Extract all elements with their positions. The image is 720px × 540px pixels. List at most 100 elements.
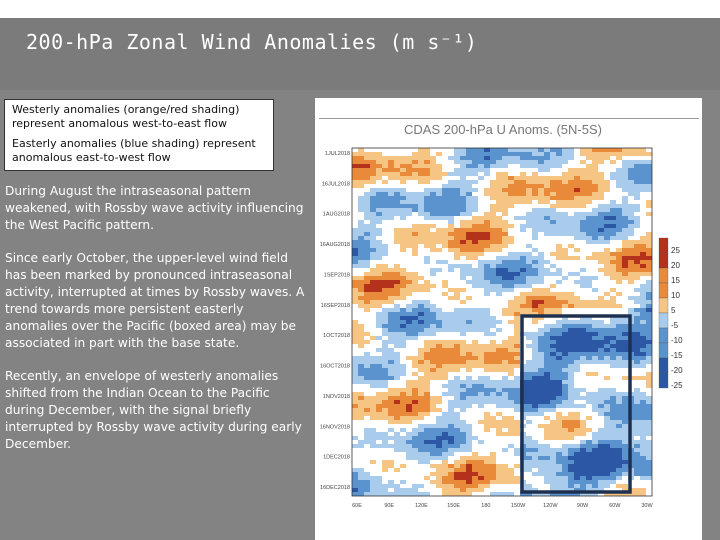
anomaly-cell	[580, 340, 587, 345]
anomaly-cell	[472, 152, 479, 157]
anomaly-cell	[448, 432, 455, 437]
anomaly-cell	[586, 388, 593, 393]
anomaly-cell	[448, 152, 455, 157]
anomaly-cell	[388, 240, 395, 245]
anomaly-cell	[532, 308, 539, 313]
anomaly-cell	[490, 280, 497, 285]
anomaly-cell	[472, 320, 479, 325]
anomaly-cell	[490, 380, 497, 385]
anomaly-cell	[418, 440, 425, 445]
anomaly-cell	[352, 244, 359, 249]
anomaly-cell	[514, 484, 521, 489]
anomaly-cell	[646, 308, 652, 313]
anomaly-cell	[370, 360, 377, 365]
anomaly-cell	[526, 248, 533, 253]
anomaly-cell	[484, 372, 491, 377]
anomaly-cell	[640, 400, 647, 405]
anomaly-cell	[610, 336, 617, 341]
anomaly-cell	[622, 388, 629, 393]
anomaly-cell	[568, 300, 575, 305]
anomaly-cell	[634, 452, 641, 457]
anomaly-cell	[562, 396, 569, 401]
anomaly-cell	[580, 212, 587, 217]
anomaly-cell	[436, 480, 443, 485]
anomaly-cell	[616, 208, 623, 213]
anomaly-cell	[532, 188, 539, 193]
anomaly-cell	[490, 324, 497, 329]
anomaly-cell	[616, 240, 623, 245]
anomaly-cell	[586, 152, 593, 157]
anomaly-cell	[538, 424, 545, 429]
anomaly-cell	[532, 224, 539, 229]
anomaly-cell	[610, 152, 617, 157]
anomaly-cell	[508, 400, 515, 405]
anomaly-cell	[388, 256, 395, 261]
anomaly-cell	[394, 296, 401, 301]
anomaly-cell	[616, 376, 623, 381]
anomaly-cell	[394, 344, 401, 349]
anomaly-cell	[532, 168, 539, 173]
anomaly-cell	[616, 408, 623, 413]
anomaly-cell	[454, 196, 461, 201]
anomaly-cell	[370, 464, 377, 469]
anomaly-cell	[466, 312, 473, 317]
anomaly-cell	[544, 240, 551, 245]
anomaly-cell	[646, 360, 652, 365]
anomaly-cell	[598, 276, 605, 281]
anomaly-cell	[448, 276, 455, 281]
anomaly-cell	[430, 256, 437, 261]
anomaly-cell	[460, 200, 467, 205]
anomaly-cell	[364, 360, 371, 365]
anomaly-cell	[484, 244, 491, 249]
anomaly-cell	[430, 224, 437, 229]
anomaly-cell	[412, 488, 419, 493]
anomaly-cell	[460, 468, 467, 473]
anomaly-cell	[574, 188, 581, 193]
anomaly-cell	[424, 456, 431, 461]
anomaly-cell	[514, 468, 521, 473]
anomaly-cell	[496, 256, 503, 261]
anomaly-cell	[640, 432, 647, 437]
anomaly-cell	[370, 380, 377, 385]
anomaly-cell	[418, 264, 425, 269]
anomaly-cell	[604, 276, 611, 281]
anomaly-cell	[568, 320, 575, 325]
anomaly-cell	[412, 320, 419, 325]
anomaly-cell	[490, 320, 497, 325]
anomaly-cell	[550, 264, 557, 269]
anomaly-cell	[514, 456, 521, 461]
anomaly-cell	[484, 428, 491, 433]
anomaly-cell	[538, 296, 545, 301]
anomaly-cell	[460, 184, 467, 189]
anomaly-cell	[388, 456, 395, 461]
anomaly-cell	[556, 388, 563, 393]
anomaly-cell	[592, 296, 599, 301]
anomaly-cell	[448, 156, 455, 161]
anomaly-cell	[364, 252, 371, 257]
anomaly-cell	[562, 348, 569, 353]
anomaly-cell	[580, 476, 587, 481]
anomaly-cell	[568, 472, 575, 477]
anomaly-cell	[610, 444, 617, 449]
anomaly-cell	[634, 344, 641, 349]
anomaly-cell	[574, 256, 581, 261]
anomaly-cell	[514, 212, 521, 217]
anomaly-cell	[496, 292, 503, 297]
anomaly-cell	[646, 164, 652, 169]
anomaly-cell	[550, 356, 557, 361]
anomaly-cell	[400, 416, 407, 421]
anomaly-cell	[592, 392, 599, 397]
anomaly-cell	[646, 252, 652, 257]
colorbar-swatch	[658, 342, 669, 359]
anomaly-cell	[514, 440, 521, 445]
anomaly-cell	[460, 244, 467, 249]
anomaly-cell	[616, 296, 623, 301]
anomaly-cell	[424, 248, 431, 253]
anomaly-cell	[598, 292, 605, 297]
anomaly-cell	[556, 236, 563, 241]
anomaly-cell	[538, 172, 545, 177]
anomaly-cell	[628, 232, 635, 237]
anomaly-cell	[442, 188, 449, 193]
anomaly-cell	[442, 328, 449, 333]
anomaly-cell	[382, 376, 389, 381]
